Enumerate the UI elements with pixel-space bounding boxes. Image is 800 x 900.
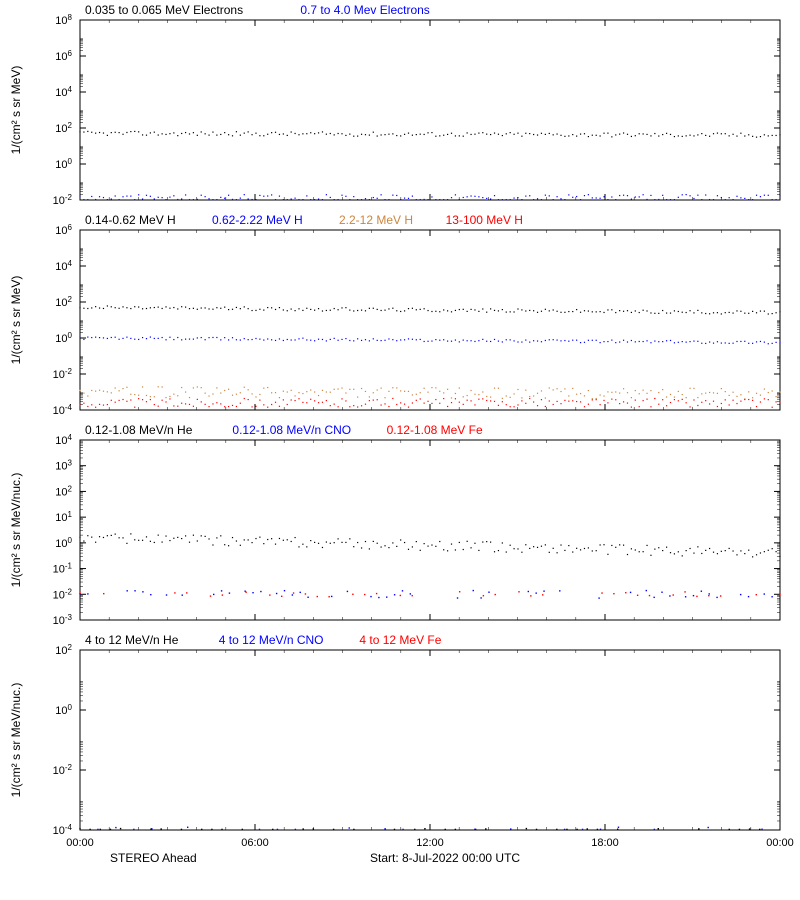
y-tick-label: 106 [55,223,72,238]
plot-frame [80,440,780,620]
y-tick-label: 104 [55,259,72,274]
y-tick-label: 102 [55,295,72,310]
data-series [79,336,780,344]
data-series [79,590,773,599]
legend-label: 4 to 12 MeV/n CNO [219,633,324,647]
y-tick-label: 10-4 [53,403,73,418]
y-tick-label: 100 [55,703,72,718]
data-series [79,591,780,597]
y-tick-label: 102 [55,643,72,658]
y-axis-label: 1/(cm² s sr MeV) [9,276,23,365]
x-tick-label: 06:00 [241,837,269,849]
y-axis-label: 1/(cm² s sr MeV/nuc.) [9,683,23,798]
y-tick-label: 100 [55,535,72,550]
footer-spacecraft: STEREO Ahead [110,851,197,865]
panel-hydrogen: 10-4 10-2 100 102 104 106 1/(cm² s sr MeV) 0.14… [9,213,781,417]
y-tick-label: 102 [55,484,72,499]
legend-label: 0.62-2.22 MeV H [212,213,303,227]
y-axis-label: 1/(cm² s sr MeV) [9,66,23,155]
y-tick-label: 103 [55,458,72,473]
y-tick-label: 106 [55,49,72,64]
x-tick-label: 00:00 [766,837,794,849]
y-tick-label: 102 [55,121,72,136]
y-tick-label: 104 [55,85,72,100]
data-series [79,305,780,314]
y-tick-label: 10-2 [53,193,73,208]
y-tick-label: 10-1 [53,561,73,576]
y-tick-label: 100 [55,331,72,346]
y-tick-label: 10-4 [53,823,73,838]
y-tick-label: 101 [55,510,72,525]
legend-label: 4 to 12 MeV Fe [359,633,441,647]
y-tick-label: 10-3 [53,613,73,628]
plot-frame [80,230,780,410]
y-tick-label: 10-2 [53,367,73,382]
panel-electrons: 10-2 100 102 104 106 108 1/(cm² s sr MeV) 0.035… [9,3,781,207]
panel-low-energy-ions: 10-3 10-2 10-1 100 101 102 103 104 1/(cm² s sr M… [9,423,781,627]
panel-high-energy-ions: 10-4 10-2 100 102 1/(cm² s sr MeV/nuc.) 00:00… [9,633,794,849]
y-tick-label: 104 [55,433,72,448]
legend-label: 0.12-1.08 MeV/n He [85,423,193,437]
x-tick-label: 18:00 [591,837,619,849]
data-series [79,386,780,399]
plot-frame [80,650,780,830]
legend-label: 0.14-0.62 MeV H [85,213,176,227]
legend-label: 0.035 to 0.065 MeV Electrons [85,3,243,17]
x-tick-label: 12:00 [416,837,444,849]
legend-label: 13-100 MeV H [446,213,523,227]
y-tick-label: 108 [55,13,72,28]
x-tick-label: 00:00 [66,837,94,849]
legend-label: 4 to 12 MeV/n He [85,633,179,647]
data-series [79,533,780,557]
y-tick-label: 100 [55,157,72,172]
data-series [79,131,780,138]
plot-frame [80,20,780,200]
legend-label: 0.12-1.08 MeV Fe [387,423,483,437]
y-tick-label: 10-2 [53,587,73,602]
legend-label: 0.7 to 4.0 Mev Electrons [300,3,429,17]
legend-label: 0.12-1.08 MeV/n CNO [232,423,351,437]
multi-panel-timeseries: 10-2 100 102 104 106 108 1/(cm² s sr MeV) 0.035… [0,0,800,900]
y-axis-label: 1/(cm² s sr MeV/nuc.) [9,473,23,588]
legend-label: 2.2-12 MeV H [339,213,413,227]
footer-start-time: Start: 8-Jul-2022 00:00 UTC [370,851,520,865]
y-tick-label: 10-2 [53,763,73,778]
